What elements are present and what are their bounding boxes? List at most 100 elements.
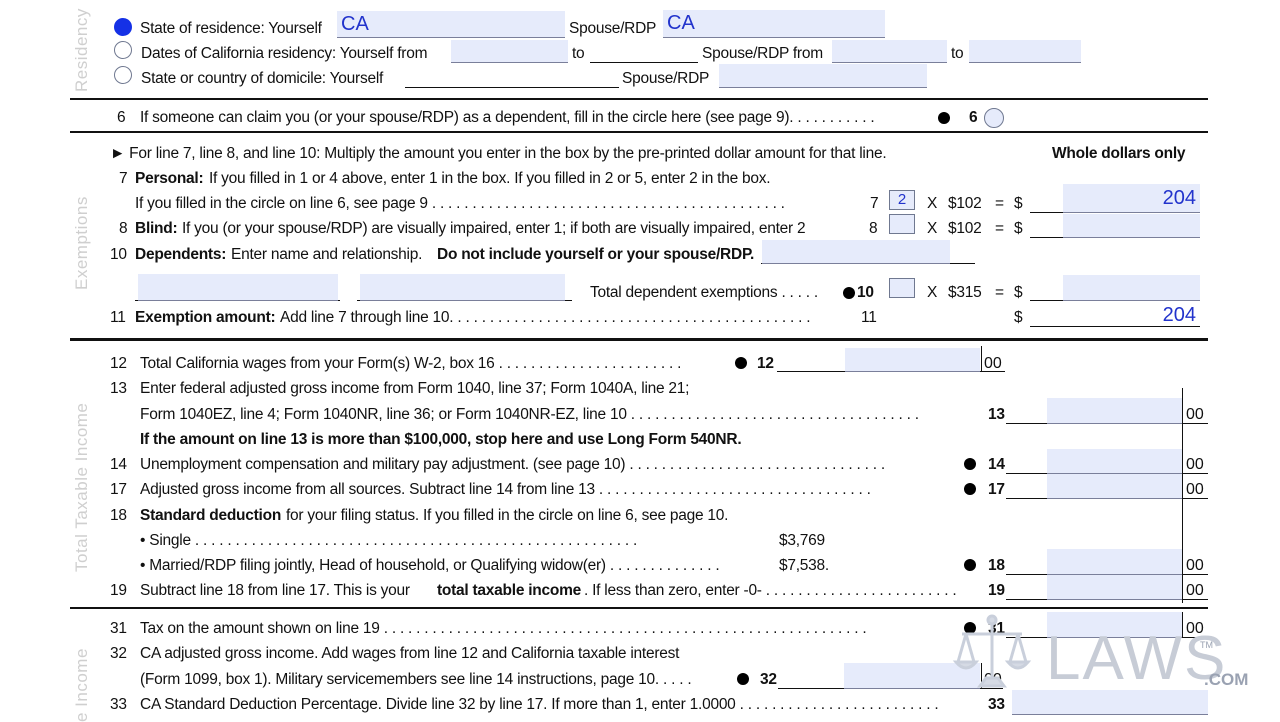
residency-spouse-value: CA [667, 12, 695, 34]
line13-text2: Form 1040EZ, line 4; Form 1040NR, line 3… [140, 406, 919, 423]
line7-box[interactable]: 2 [889, 190, 915, 210]
line18-ref: 18 [988, 557, 1005, 574]
line7-text2: If you filled in the circle on line 6, s… [135, 195, 785, 212]
radio-state-of-residence[interactable] [114, 18, 132, 36]
line19-bold: total taxable income [437, 582, 582, 599]
residency-row2-to2: to [951, 45, 964, 62]
line8-text: If you (or your spouse/RDP) are visually… [182, 220, 806, 237]
line19-ref: 19 [988, 582, 1005, 599]
line31-cents-divider [1182, 612, 1183, 637]
line12-amount-field[interactable] [845, 348, 980, 372]
residency-yourself-field[interactable]: CA [337, 11, 565, 38]
line32-num: 32 [110, 645, 127, 662]
line13-num: 13 [110, 380, 127, 397]
residency-spouse-to-field[interactable] [969, 40, 1081, 63]
line8-ref: 8 [869, 220, 878, 237]
line18-title: Standard deduction [140, 507, 282, 524]
line8-eq: = [995, 220, 1004, 237]
line7-eq: = [995, 195, 1004, 212]
domicile-spouse-field[interactable] [719, 64, 927, 88]
dependent2-field[interactable] [138, 274, 338, 301]
line10-bold-text: Do not include yourself or your spouse/R… [437, 246, 755, 263]
line10-box[interactable] [889, 278, 915, 298]
line13-amount-field[interactable] [1047, 398, 1182, 424]
line12-text: Total California wages from your Form(s)… [140, 355, 682, 372]
line32-amount-field[interactable] [844, 663, 980, 689]
section-divider [70, 131, 1208, 133]
line8-amount: $102 [948, 220, 982, 237]
residency-yourself-to-line[interactable] [590, 62, 698, 63]
residency-spouse-from-field[interactable] [832, 40, 947, 63]
exemptions-intro: ► For line 7, line 8, and line 10: Multi… [110, 145, 887, 162]
line8-box[interactable] [889, 214, 915, 234]
residency-spouse-field[interactable]: CA [663, 10, 885, 38]
radio-state-of-domicile[interactable] [114, 66, 132, 84]
line10-mult: X [927, 284, 938, 301]
line18-single-label: • Single . . . . . . . . . . . . . . . .… [140, 532, 638, 549]
radio-dates-of-residency[interactable] [114, 41, 132, 59]
line8-dollar: $ [1014, 220, 1023, 237]
line7-dollar: $ [1014, 195, 1023, 212]
line32-bullet-dot [737, 673, 749, 685]
watermark-tm: TM [1200, 640, 1213, 650]
line11-result-underline [1030, 326, 1200, 327]
amount-column-divider [1182, 388, 1183, 603]
line19-amount-field[interactable] [1047, 575, 1182, 600]
residency-yourself-from-field[interactable] [451, 40, 568, 63]
line7-amount: $102 [948, 195, 982, 212]
line6-dependent-circle[interactable] [984, 108, 1004, 128]
residency-row2-spouse-label: Spouse/RDP from [702, 45, 823, 62]
line7-text: If you filled in 1 or 4 above, enter 1 i… [209, 170, 771, 187]
line10-total-label: Total dependent exemptions . . . . . [590, 284, 818, 301]
line10-num: 10 [110, 246, 127, 263]
line18-married-amount: $7,538. [779, 557, 829, 574]
line12-cents-underline [982, 371, 1005, 372]
line10-ref: 10 [857, 284, 874, 301]
line10-bullet-dot [843, 287, 855, 299]
line10-dollar: $ [1014, 284, 1023, 301]
line31-amount-field[interactable] [1047, 612, 1182, 638]
line17-amount-field[interactable] [1047, 474, 1182, 499]
line17-ref: 17 [988, 481, 1005, 498]
whole-dollars-only: Whole dollars only [1052, 145, 1186, 162]
line18-cents: 00 [1186, 557, 1204, 574]
line14-num: 14 [110, 456, 127, 473]
side-label-residency: Residency [72, 8, 91, 92]
line11-dollar: $ [1014, 309, 1023, 326]
line11-result-field[interactable]: 204 [1063, 304, 1200, 326]
line19-text-pre: Subtract line 18 from line 17. This is y… [140, 582, 410, 599]
line33-ref: 33 [988, 696, 1005, 713]
line17-cents: 00 [1186, 481, 1204, 498]
line11-title: Exemption amount: [135, 309, 276, 326]
line19-cents: 00 [1186, 582, 1204, 599]
residency-row1-spouse-label: Spouse/RDP [569, 20, 657, 37]
section-divider [70, 98, 1208, 100]
section-divider [70, 607, 1208, 609]
line18-bullet-dot [964, 559, 976, 571]
line8-num: 8 [119, 220, 128, 237]
line10-result-field[interactable] [1063, 275, 1200, 301]
section-divider [70, 338, 1208, 341]
line18-amount-field[interactable] [1047, 549, 1182, 575]
line31-cents: 00 [1186, 620, 1204, 637]
line6-num: 6 [117, 109, 126, 126]
line10-eq: = [995, 284, 1004, 301]
residency-row2-label: Dates of California residency: Yourself … [141, 45, 428, 62]
line14-amount-field[interactable] [1047, 449, 1182, 474]
line33-percent-field[interactable] [1012, 690, 1208, 715]
line7-result-field[interactable]: 204 [1063, 184, 1200, 213]
line8-result-field[interactable] [1063, 214, 1200, 238]
line14-cents: 00 [1186, 456, 1204, 473]
dependent3-field[interactable] [360, 274, 565, 301]
dependent1-field[interactable] [762, 240, 950, 264]
domicile-yourself-line[interactable] [405, 87, 619, 88]
line7-result-value: 204 [1162, 187, 1196, 209]
line11-num: 11 [110, 309, 126, 326]
residency-row1-label: State of residence: Yourself [140, 20, 322, 37]
side-label-exemptions: Exemptions [72, 196, 91, 290]
line17-bullet-dot [964, 483, 976, 495]
line7-result-underline [1030, 212, 1064, 213]
line8-title: Blind: [135, 220, 178, 237]
line6-bullet-dot [938, 112, 950, 124]
line6-ref: 6 [969, 109, 978, 126]
